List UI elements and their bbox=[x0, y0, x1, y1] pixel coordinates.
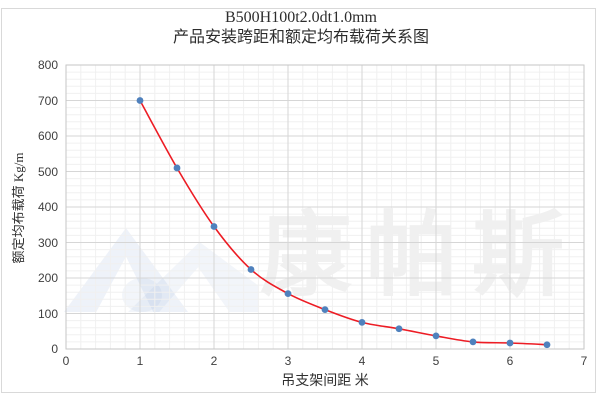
data-point[interactable] bbox=[506, 339, 514, 347]
y-axis-tick-label: 800 bbox=[37, 58, 58, 72]
x-axis-tick-label: 0 bbox=[62, 354, 70, 368]
x-axis-tick-label: 3 bbox=[284, 354, 292, 368]
y-axis-tick-label: 100 bbox=[37, 306, 58, 321]
chart-title: B500H100t2.0dt1.0mm 产品安装跨距和额定均布载荷关系图 bbox=[0, 8, 602, 48]
y-axis-tick-label: 700 bbox=[37, 93, 58, 108]
plot-border bbox=[65, 64, 585, 350]
y-axis-tick-label: 500 bbox=[37, 164, 58, 179]
y-axis-title: 额定均布载荷 Kg/m bbox=[11, 152, 26, 264]
x-axis-tick-label: 7 bbox=[580, 354, 588, 368]
y-axis-tick-label: 0 bbox=[51, 342, 58, 356]
data-point[interactable] bbox=[395, 325, 403, 333]
data-point[interactable] bbox=[358, 318, 366, 326]
y-axis-tick-label: 200 bbox=[37, 271, 58, 285]
trendline-curve bbox=[139, 99, 548, 346]
x-axis-tick-label: 1 bbox=[136, 354, 144, 368]
data-point[interactable] bbox=[469, 338, 477, 346]
chart-title-line2: 产品安装跨距和额定均布载荷关系图 bbox=[172, 29, 429, 46]
data-point[interactable] bbox=[284, 290, 292, 298]
data-point[interactable] bbox=[210, 223, 218, 230]
x-axis-tick-label: 5 bbox=[432, 354, 440, 368]
x-axis-title: 吊支架间距 米 bbox=[281, 374, 369, 389]
y-axis-tick-label: 300 bbox=[37, 235, 58, 250]
x-axis-tick-label: 4 bbox=[358, 354, 366, 368]
data-point[interactable] bbox=[247, 266, 255, 273]
y-axis-tick-label: 400 bbox=[37, 200, 58, 214]
data-point[interactable] bbox=[543, 341, 551, 349]
data-point[interactable] bbox=[321, 306, 329, 313]
x-axis-tick-label: 2 bbox=[210, 354, 218, 368]
data-point[interactable] bbox=[173, 164, 181, 172]
data-point[interactable] bbox=[136, 97, 144, 104]
chart-title-line1: B500H100t2.0dt1.0mm bbox=[224, 9, 377, 26]
x-axis-tick-label: 6 bbox=[506, 354, 514, 368]
data-point[interactable] bbox=[432, 332, 440, 340]
y-axis-tick-label: 600 bbox=[37, 129, 58, 143]
